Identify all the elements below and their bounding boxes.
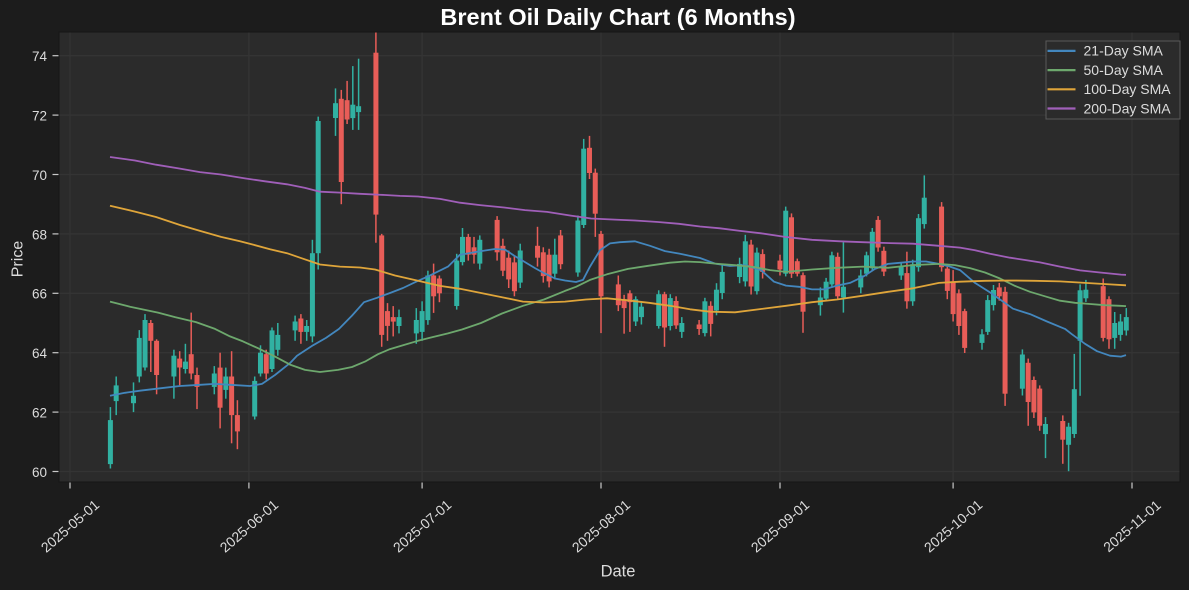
svg-text:74: 74 (32, 49, 48, 64)
svg-text:50-Day SMA: 50-Day SMA (1084, 62, 1164, 78)
svg-text:21-Day SMA: 21-Day SMA (1084, 43, 1164, 59)
svg-text:200-Day SMA: 200-Day SMA (1084, 100, 1172, 116)
svg-text:68: 68 (32, 227, 47, 242)
svg-text:Brent Oil Daily Chart (6 Month: Brent Oil Daily Chart (6 Months) (440, 4, 795, 30)
svg-text:60: 60 (32, 465, 47, 480)
svg-text:100-Day SMA: 100-Day SMA (1084, 81, 1172, 97)
svg-text:66: 66 (32, 287, 47, 302)
svg-text:72: 72 (32, 109, 47, 124)
svg-text:70: 70 (32, 168, 47, 183)
svg-text:Date: Date (601, 563, 636, 581)
svg-text:62: 62 (32, 406, 47, 421)
svg-text:Price: Price (10, 241, 27, 278)
svg-text:64: 64 (32, 346, 48, 361)
